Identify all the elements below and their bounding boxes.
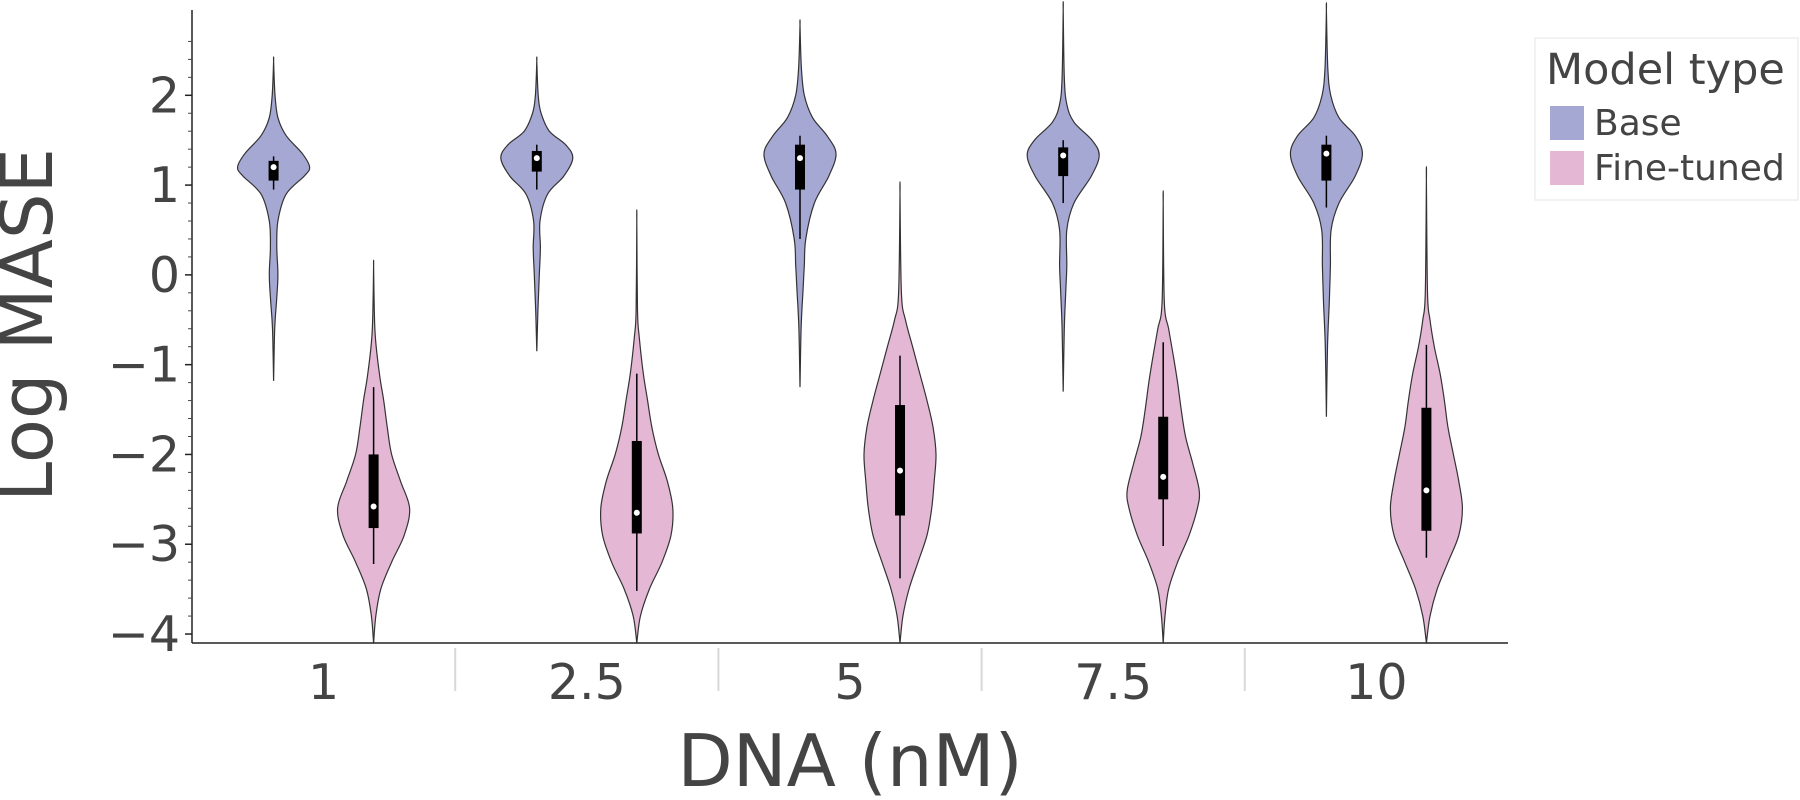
legend-swatch-base [1550,106,1584,140]
violin-base [500,56,574,352]
median-point-base [1323,150,1330,157]
iqr-box-base [794,144,805,190]
x-grid [454,648,1246,691]
x-tick-label: 1 [308,654,339,711]
legend-label-fine-tuned: Fine-tuned [1594,148,1785,189]
x-ticks: 1 2.5 5 7.5 10 [308,654,1408,711]
legend-title: Model type [1546,45,1785,95]
iqr-box-base [531,150,542,172]
median-point-base [533,155,540,162]
iqr-box-fine-tuned [1421,407,1432,531]
iqr-box-fine-tuned [631,440,642,534]
median-point-fine-tuned [1160,473,1167,480]
x-tick-label: 2.5 [548,654,626,711]
median-point-fine-tuned [897,467,904,474]
y-tick-label: 0 [149,247,180,304]
median-point-base [1060,152,1067,159]
legend-swatch-fine-tuned [1550,151,1584,185]
axes [191,10,1508,644]
y-tick-label: −1 [108,337,180,394]
y-tick-label: −3 [108,516,180,573]
iqr-box-fine-tuned [368,454,379,529]
y-tick-label: −4 [108,606,180,663]
iqr-box-fine-tuned [895,405,906,516]
y-tick-label: 1 [149,157,180,214]
violins [236,1,1464,644]
iqr-box-base [1321,144,1332,181]
iqr-box-fine-tuned [1158,416,1169,500]
median-point-base [270,164,277,171]
violin-base [1289,2,1364,417]
median-point-fine-tuned [1423,487,1430,494]
y-tick-label: 2 [149,67,180,124]
iqr-box-base [268,160,279,181]
y-ticks: 2 1 0 −1 −2 −3 −4 [108,40,192,663]
median-point-fine-tuned [370,503,377,510]
x-tick-label: 5 [834,654,865,711]
legend: Model type Base Fine-tuned [1534,37,1799,201]
y-axis-title: Log MASE [0,148,69,502]
y-tick-label: −2 [108,426,180,483]
x-tick-label: 10 [1345,654,1407,711]
x-axis-title: DNA (nM) [677,719,1022,800]
median-point-fine-tuned [633,509,640,516]
legend-label-base: Base [1594,103,1682,144]
iqr-box-base [1058,147,1069,177]
x-tick-label: 7.5 [1074,654,1152,711]
median-point-base [796,155,803,162]
violin-base [236,56,311,381]
